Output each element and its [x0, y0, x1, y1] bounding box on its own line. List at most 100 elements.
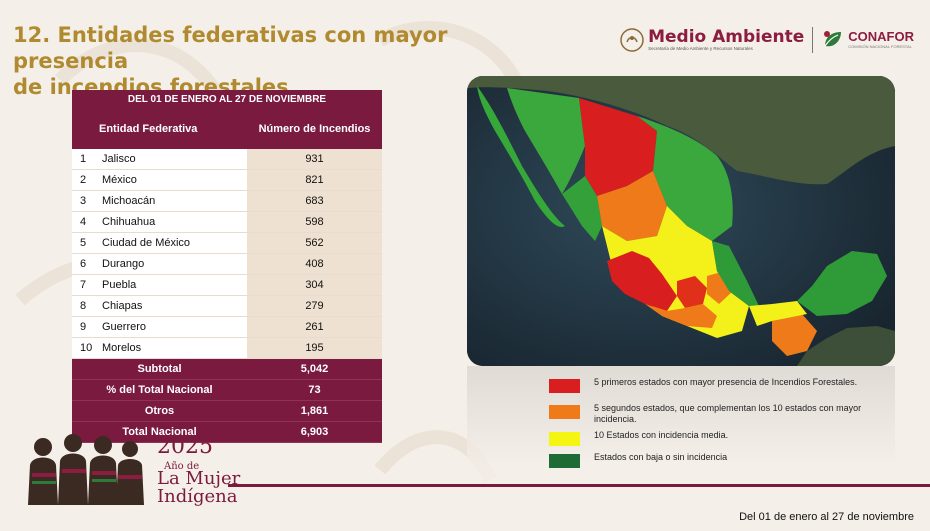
coat-of-arms-icon	[620, 28, 644, 52]
row-entity: Ciudad de México	[102, 232, 247, 254]
row-count: 408	[247, 253, 382, 275]
summary-value: 1,861	[247, 400, 382, 422]
row-count: 279	[247, 295, 382, 317]
legend-swatch-orange	[549, 405, 580, 419]
legend-swatch-green	[549, 454, 580, 468]
map-legend: 5 primeros estados con mayor presencia d…	[549, 377, 899, 469]
table-row: 4 Chihuahua 598	[72, 211, 382, 233]
map-reflection	[467, 366, 895, 506]
row-count: 304	[247, 274, 382, 296]
page-title-line-1: 12. Entidades federativas con mayor pres…	[13, 23, 448, 73]
central-america-land	[797, 326, 895, 366]
table-row: 2 México 821	[72, 169, 382, 191]
fires-table: DEL 01 DE ENERO AL 27 DE NOVIEMBRE Entid…	[72, 90, 382, 443]
brand-line-2: La Mujer	[157, 468, 241, 489]
table-row: 9 Guerrero 261	[72, 316, 382, 338]
summary-label: Subtotal	[72, 358, 247, 380]
legend-item: 5 primeros estados con mayor presencia d…	[549, 377, 899, 403]
region-tabasco	[749, 301, 807, 326]
row-count: 562	[247, 232, 382, 254]
legend-item: 5 segundos estados, que complementan los…	[549, 403, 899, 430]
region-durango	[597, 171, 667, 241]
summary-row: Otros 1,861	[72, 400, 382, 422]
row-rank: 2	[72, 169, 102, 191]
mexico-map-svg	[467, 76, 895, 366]
row-rank: 1	[72, 149, 102, 170]
region-jalisco-michoacan	[607, 251, 677, 311]
row-rank: 6	[72, 253, 102, 275]
summary-row: % del Total Nacional 73	[72, 379, 382, 401]
brand-line-3: Indígena	[157, 486, 238, 507]
summary-row: Total Nacional 6,903	[72, 421, 382, 443]
row-rank: 5	[72, 232, 102, 254]
row-entity: Chihuahua	[102, 211, 247, 233]
row-entity: Durango	[102, 253, 247, 275]
region-baja	[477, 86, 565, 227]
region-yucatan	[797, 251, 887, 316]
legend-text: Estados con baja o sin incidencia	[594, 452, 728, 462]
region-northeast	[637, 116, 733, 241]
legend-swatch-red	[549, 379, 580, 393]
legend-item: Estados con baja o sin incidencia	[549, 452, 899, 469]
table-period: DEL 01 DE ENERO AL 27 DE NOVIEMBRE	[72, 90, 382, 108]
table-row: 5 Ciudad de México 562	[72, 232, 382, 254]
row-entity: Puebla	[102, 274, 247, 296]
footer-date-range: Del 01 de enero al 27 de noviembre	[739, 511, 914, 523]
region-sonora	[507, 88, 585, 194]
row-entity: Morelos	[102, 337, 247, 359]
table-row: 3 Michoacán 683	[72, 190, 382, 212]
table-row: 7 Puebla 304	[72, 274, 382, 296]
region-sinaloa	[562, 176, 602, 241]
legend-swatch-yellow	[549, 432, 580, 446]
row-rank: 7	[72, 274, 102, 296]
row-entity: Michoacán	[102, 190, 247, 212]
row-count: 261	[247, 316, 382, 338]
table-row: 1 Jalisco 931	[72, 149, 382, 170]
medio-ambiente-subtitle: Secretaría de Medio Ambiente y Recursos …	[648, 46, 753, 51]
row-count: 195	[247, 337, 382, 359]
header-logos: Medio Ambiente Secretaría de Medio Ambie…	[620, 22, 914, 58]
region-chihuahua	[579, 98, 657, 196]
row-entity: Jalisco	[102, 149, 247, 170]
row-rank: 3	[72, 190, 102, 212]
mexico-fire-map	[467, 76, 895, 366]
summary-value: 6,903	[247, 421, 382, 443]
logo-separator	[812, 27, 814, 53]
row-rank: 4	[72, 211, 102, 233]
row-entity: México	[102, 169, 247, 191]
table-row: 6 Durango 408	[72, 253, 382, 275]
summary-value: 5,042	[247, 358, 382, 380]
row-count: 931	[247, 149, 382, 170]
summary-row: Subtotal 5,042	[72, 358, 382, 380]
conafor-leaf-icon	[824, 31, 842, 47]
row-rank: 8	[72, 295, 102, 317]
medio-ambiente-title: Medio Ambiente	[648, 27, 805, 47]
brand-year: 2025	[157, 434, 213, 459]
conafor-subtitle: COMISIÓN NACIONAL FORESTAL	[848, 44, 912, 49]
summary-value: 73	[247, 379, 382, 401]
conafor-logo: CONAFOR COMISIÓN NACIONAL FORESTAL	[821, 28, 914, 52]
region-chiapas	[772, 314, 817, 356]
footer-divider	[228, 484, 930, 487]
summary-label: Total Nacional	[72, 421, 247, 443]
region-guerrero	[645, 304, 717, 328]
legend-text: 10 Estados con incidencia media.	[594, 430, 729, 440]
row-count: 683	[247, 190, 382, 212]
row-entity: Chiapas	[102, 295, 247, 317]
brand-line-1: Año de	[164, 461, 200, 472]
summary-label: % del Total Nacional	[72, 379, 247, 401]
row-rank: 10	[72, 337, 102, 359]
region-veracruz	[712, 241, 759, 306]
col-count-header: Número de Incendios	[247, 108, 382, 149]
usa-land	[467, 76, 895, 185]
col-entity-header: Entidad Federativa	[72, 108, 247, 149]
page-title: 12. Entidades federativas con mayor pres…	[13, 22, 533, 100]
region-mexico-cdmx	[677, 276, 707, 308]
row-entity: Guerrero	[102, 316, 247, 338]
summary-label: Otros	[72, 400, 247, 422]
indigenous-women-illustration	[28, 434, 144, 505]
table-row: 10 Morelos 195	[72, 337, 382, 359]
row-rank: 9	[72, 316, 102, 338]
legend-text: 5 segundos estados, que complementan los…	[594, 403, 862, 424]
legend-text: 5 primeros estados con mayor presencia d…	[594, 377, 858, 387]
